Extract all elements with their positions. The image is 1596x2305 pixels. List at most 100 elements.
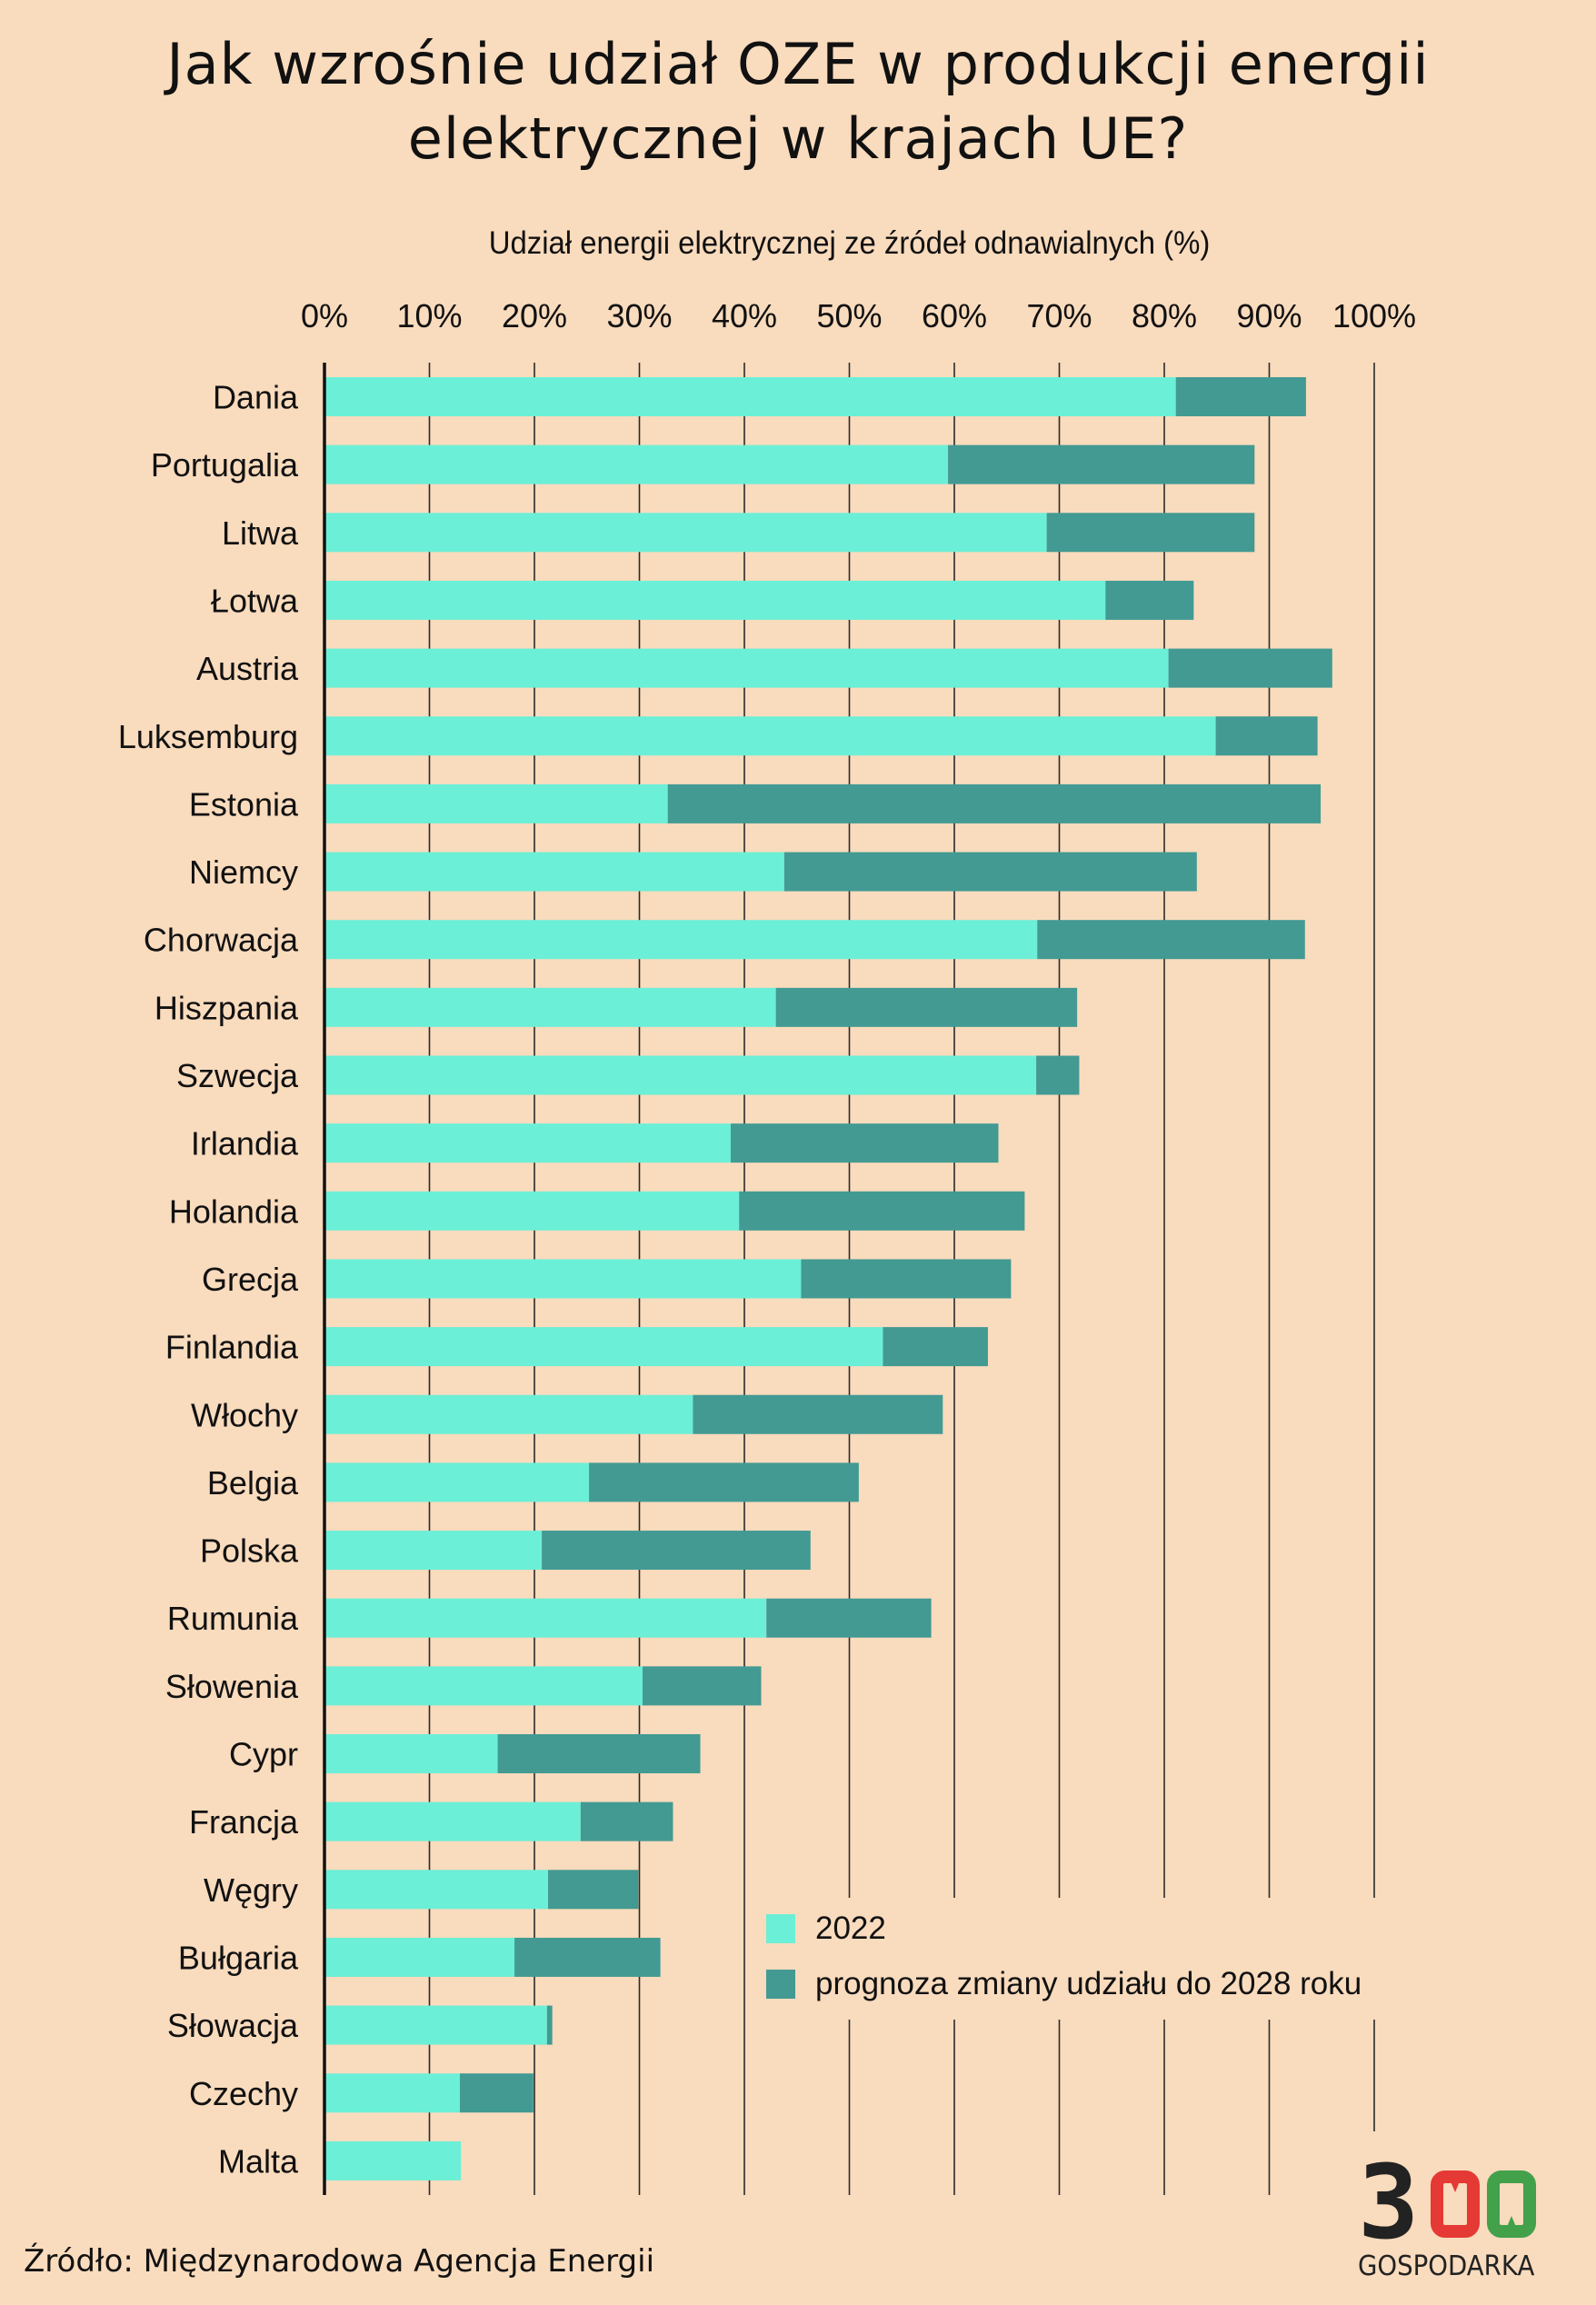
category-label: Litwa xyxy=(222,514,299,552)
bar-2022-Słowenia xyxy=(324,1666,643,1706)
logo-text: GOSPODARKA xyxy=(1358,2250,1535,2282)
logo-zero-red xyxy=(1431,2170,1480,2238)
bar-2022-Niemcy xyxy=(324,852,784,892)
bar-2022-Rumunia xyxy=(324,1598,767,1638)
category-label: Słowacja xyxy=(167,2007,299,2044)
x-tick-label: 20% xyxy=(502,297,567,334)
category-label: Słowenia xyxy=(165,1668,299,1705)
bar-forecast-Włochy xyxy=(693,1394,943,1434)
category-label: Łotwa xyxy=(211,582,299,619)
bar-2022-Chorwacja xyxy=(324,920,1038,960)
category-label: Szwecja xyxy=(176,1057,299,1094)
bar-forecast-Czechy xyxy=(459,2073,534,2113)
category-label: Węgry xyxy=(204,1871,298,1909)
category-label: Malta xyxy=(218,2142,299,2180)
bar-forecast-Belgia xyxy=(589,1462,859,1502)
category-label: Hiszpania xyxy=(155,989,299,1026)
bar-2022-Austria xyxy=(324,648,1169,688)
bar-forecast-Bułgaria xyxy=(514,1937,661,1977)
category-label: Dania xyxy=(213,379,299,416)
x-axis-title: Udział energii elektrycznej ze źródeł od… xyxy=(488,225,1211,261)
x-tick-label: 0% xyxy=(301,297,348,334)
bar-2022-Litwa xyxy=(324,513,1047,553)
category-label: Holandia xyxy=(169,1192,299,1230)
bar-2022-Dania xyxy=(324,377,1176,416)
bar-2022-Łotwa xyxy=(324,580,1106,620)
logo-300-gospodarka: 3 GOSPODARKA xyxy=(1358,2144,1576,2282)
bar-forecast-Francja xyxy=(580,1801,673,1841)
bar-forecast-Łotwa xyxy=(1105,580,1194,620)
bar-forecast-Finlandia xyxy=(883,1327,988,1367)
category-label: Chorwacja xyxy=(144,922,299,959)
x-tick-label: 10% xyxy=(396,297,462,334)
bar-forecast-Szwecja xyxy=(1036,1055,1080,1095)
category-label: Irlandia xyxy=(191,1125,299,1162)
x-tick-label: 80% xyxy=(1132,297,1197,334)
bar-2022-Irlandia xyxy=(324,1123,731,1163)
x-tick-labels: 0% 10% 20% 30% 40% 50% 60% 70% 80% 90% 100% xyxy=(301,297,1416,334)
legend-label-forecast: prognoza zmiany udziału do 2028 roku xyxy=(815,1966,1362,2001)
category-label: Belgia xyxy=(207,1464,299,1502)
bar-forecast-Holandia xyxy=(739,1191,1025,1231)
bar-forecast-Litwa xyxy=(1046,513,1255,553)
bar-forecast-Luksemburg xyxy=(1215,716,1318,756)
x-tick-label: 70% xyxy=(1026,297,1092,334)
bar-2022-Słowacja xyxy=(324,2005,547,2045)
x-tick-label: 90% xyxy=(1236,297,1302,334)
bar-forecast-Chorwacja xyxy=(1037,920,1305,960)
category-label: Portugalia xyxy=(151,446,299,484)
category-label: Finlandia xyxy=(165,1329,299,1366)
category-label: Polska xyxy=(200,1532,299,1570)
bar-forecast-Niemcy xyxy=(783,852,1197,892)
bar-2022-Finlandia xyxy=(324,1327,883,1367)
bar-2022-Holandia xyxy=(324,1191,740,1231)
bar-2022-Czechy xyxy=(324,2073,460,2113)
logo-digits: 3 xyxy=(1358,2144,1576,2262)
logo-zero-green xyxy=(1487,2170,1536,2238)
x-tick-label: 40% xyxy=(712,297,777,334)
legend-swatch-forecast xyxy=(766,1970,795,1999)
category-label: Francja xyxy=(189,1803,299,1841)
bar-2022-Estonia xyxy=(324,783,668,823)
bar-2022-Szwecja xyxy=(324,1055,1037,1095)
category-label: Austria xyxy=(196,650,299,687)
chart-title-line-1: Jak wzrośnie udział OZE w produkcji ener… xyxy=(166,31,1430,97)
x-tick-label: 50% xyxy=(816,297,882,334)
source-note: Źródło: Międzynarodowa Agencja Energii xyxy=(24,2243,655,2280)
bar-2022-Luksemburg xyxy=(324,716,1216,756)
bar-forecast-Węgry xyxy=(548,1870,639,1910)
category-labels: Dania Portugalia Litwa Łotwa Austria Luksembu… xyxy=(118,379,299,2180)
bar-2022-Grecja xyxy=(324,1259,802,1299)
x-tick-label: 60% xyxy=(922,297,987,334)
bar-2022-Portugalia xyxy=(324,444,949,484)
bar-2022-Włochy xyxy=(324,1394,693,1434)
bar-2022-Cypr xyxy=(324,1734,498,1773)
legend-item-forecast: prognoza zmiany udziału do 2028 roku xyxy=(766,1964,1362,2004)
category-label: Grecja xyxy=(202,1261,299,1298)
logo-digit-three: 3 xyxy=(1358,2144,1420,2262)
bar-2022-Węgry xyxy=(324,1870,549,1910)
bar-forecast-Portugalia xyxy=(948,444,1255,484)
category-label: Estonia xyxy=(189,785,299,823)
bar-2022-Malta xyxy=(324,2140,462,2180)
bar-forecast-Austria xyxy=(1168,648,1332,688)
chart-title-line-2: elektrycznej w krajach UE? xyxy=(407,105,1189,172)
bar-forecast-Polska xyxy=(542,1531,811,1571)
bar-forecast-Irlandia xyxy=(730,1123,999,1163)
chart-title: Jak wzrośnie udział OZE w produkcji ener… xyxy=(0,27,1596,176)
bars xyxy=(324,377,1332,2180)
bar-forecast-Hiszpania xyxy=(775,987,1078,1027)
category-label: Niemcy xyxy=(189,853,298,891)
category-label: Cypr xyxy=(229,1736,298,1773)
bar-forecast-Słowenia xyxy=(642,1666,762,1706)
bar-2022-Bułgaria xyxy=(324,1937,515,1977)
bar-2022-Francja xyxy=(324,1801,581,1841)
legend-label-2022: 2022 xyxy=(815,1911,886,1946)
category-label: Włochy xyxy=(191,1396,298,1433)
bar-2022-Belgia xyxy=(324,1462,590,1502)
legend: 2022 prognoza zmiany udziału do 2028 rok… xyxy=(766,1909,1362,2020)
bar-2022-Hiszpania xyxy=(324,987,776,1027)
bar-forecast-Cypr xyxy=(497,1734,701,1773)
category-label: Bułgaria xyxy=(178,1939,299,1976)
